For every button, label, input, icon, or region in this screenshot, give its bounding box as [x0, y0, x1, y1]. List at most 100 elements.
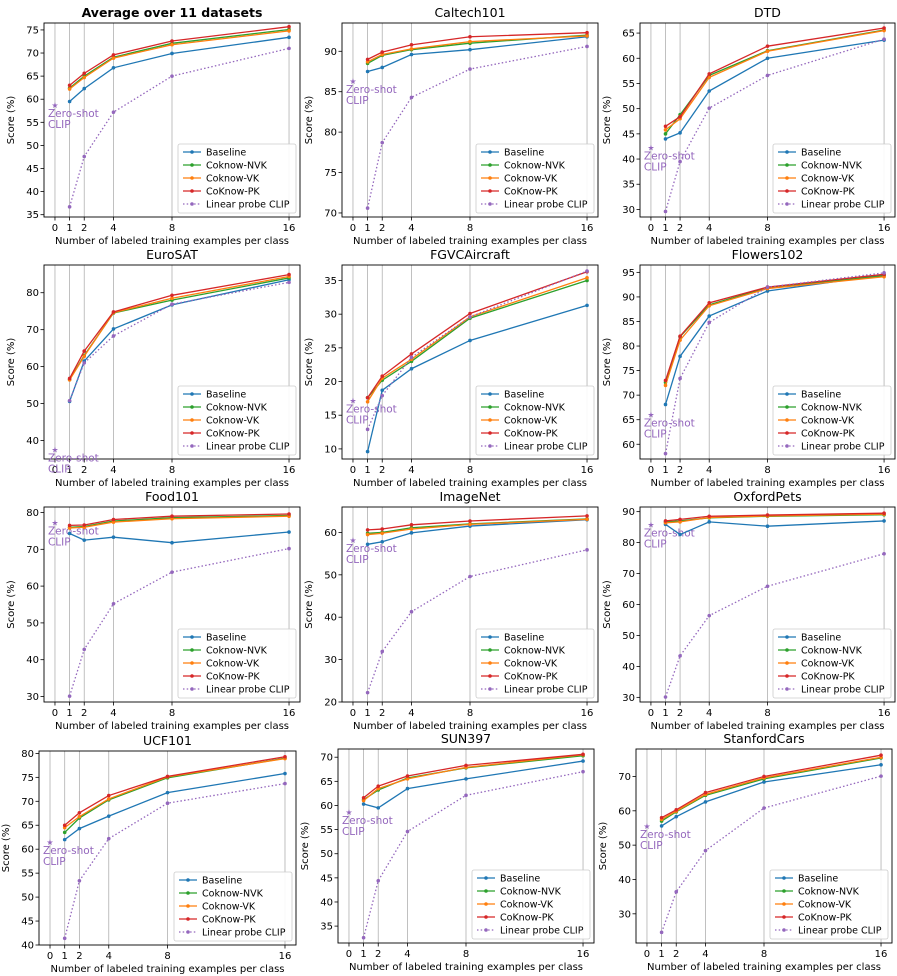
legend-marker — [488, 444, 492, 448]
data-point-baseline — [283, 771, 287, 776]
legend-marker — [190, 189, 194, 193]
zero-shot-label-line1: Zero-shot — [346, 84, 397, 96]
legend: Baseline Coknow-NVK Coknow-VK CoKnow-PK Line… — [475, 385, 595, 456]
legend-entry: Coknow-NVK — [206, 403, 268, 414]
legend-marker — [190, 431, 194, 435]
data-point-coknow-vk — [365, 532, 370, 537]
series-line-baseline — [69, 36, 290, 103]
legend-entry: Coknow-NVK — [801, 403, 863, 414]
y-tick-label: 60 — [26, 582, 39, 593]
x-tick-label: 8 — [169, 223, 175, 234]
y-axis-label: Score (%) — [598, 822, 609, 871]
legend-marker — [190, 163, 194, 167]
y-tick-label: 80 — [324, 128, 337, 139]
subplot-caltech101: Caltech101 70 75 80 85 90 0 1 2 4 8 16 Number of lab… — [304, 5, 599, 247]
data-point-baseline — [707, 520, 712, 524]
series-line-coknow-nvk — [661, 757, 882, 822]
zero-shot-label-line2: CLIP — [48, 463, 71, 475]
data-point-coknow-pk — [585, 514, 589, 518]
data-point-baseline — [464, 777, 468, 781]
data-point-coknow-vk — [82, 354, 87, 359]
data-point-coknow-vk — [380, 531, 385, 536]
data-point-baseline — [106, 814, 111, 818]
y-tick-label: 40 — [324, 613, 337, 624]
subplot-food101: Food101 30 40 50 60 70 80 0 1 2 4 8 16 Number of labe… — [6, 489, 301, 732]
zero-shot-marker: ★ — [647, 410, 654, 419]
data-point-coknow-pk — [287, 24, 291, 29]
legend-marker — [785, 176, 789, 180]
x-tick-label: 2 — [673, 949, 679, 960]
data-point-coknow-vk — [111, 56, 116, 60]
data-point-coknow-pk — [581, 752, 585, 757]
zero-shot-marker: ★ — [51, 101, 58, 110]
legend-box — [475, 385, 595, 456]
legend-marker — [484, 902, 488, 906]
data-point-linear-probe-clip — [765, 285, 770, 289]
data-point-baseline — [663, 402, 668, 407]
y-tick-label: 30 — [26, 692, 39, 703]
data-point-coknow-vk — [361, 798, 366, 803]
y-tick-label: 90 — [622, 292, 635, 303]
zero-shot-label: Zero-shot CLIP — [48, 452, 99, 475]
data-point-baseline — [376, 806, 381, 810]
data-point-coknow-pk — [703, 790, 708, 795]
legend-marker — [782, 915, 786, 919]
x-tick-label: 8 — [164, 951, 170, 962]
legend-box — [471, 869, 591, 940]
legend-entry: Baseline — [798, 874, 838, 885]
y-axis-label: Score (%) — [602, 580, 613, 629]
x-tick-label: 4 — [706, 465, 712, 476]
y-tick-label: 30 — [622, 205, 635, 216]
y-tick-label: 70 — [324, 208, 337, 219]
data-point-baseline — [287, 530, 291, 534]
data-point-baseline — [170, 540, 174, 545]
subplot-imagenet: ImageNet 20 30 40 50 60 0 1 2 4 8 16 Number of label… — [304, 489, 599, 732]
zero-shot-label-line2: CLIP — [644, 161, 667, 173]
x-tick-label: 4 — [110, 708, 116, 719]
y-tick-label: 45 — [622, 129, 635, 140]
legend-marker — [190, 674, 194, 678]
data-point-linear-probe-clip — [678, 654, 682, 658]
subplot-ucf101: UCF101 40 45 50 55 60 65 70 75 80 0 1 2 4 8 16 Number of… — [1, 733, 297, 975]
legend-entry: Linear probe CLIP — [504, 442, 588, 453]
zero-shot-label-line2: CLIP — [346, 95, 369, 107]
data-point-coknow-vk — [405, 777, 410, 781]
zero-shot-marker: ★ — [643, 822, 650, 831]
data-point-coknow-vk — [678, 520, 682, 524]
data-point-linear-probe-clip — [380, 393, 385, 398]
legend-box — [173, 871, 293, 942]
data-point-linear-probe-clip — [707, 613, 712, 618]
data-point-coknow-pk — [409, 43, 414, 47]
x-tick-label: 1 — [658, 949, 664, 960]
y-tick-label: 50 — [21, 893, 34, 904]
y-tick-label: 60 — [26, 362, 39, 373]
legend-entry: Linear probe CLIP — [798, 926, 882, 937]
data-point-coknow-vk — [77, 814, 82, 819]
data-point-linear-probe-clip — [165, 801, 170, 806]
series-line-coknow-pk — [69, 26, 290, 86]
legend-entry: Baseline — [504, 633, 544, 644]
y-tick-label: 80 — [21, 749, 34, 760]
x-tick-label: 8 — [764, 708, 770, 719]
data-point-baseline — [111, 327, 116, 331]
y-tick-label: 70 — [622, 569, 635, 580]
y-tick-label: 65 — [320, 777, 333, 788]
subplot-dtd: DTD 30 35 40 45 50 55 60 65 0 1 2 4 8 16 Number of labe… — [602, 5, 896, 247]
legend-entry: Linear probe CLIP — [206, 442, 290, 453]
data-point-coknow-pk — [111, 517, 116, 522]
data-point-linear-probe-clip — [882, 37, 886, 41]
legend-marker — [785, 687, 789, 691]
data-point-linear-probe-clip — [765, 73, 770, 78]
legend-marker — [186, 891, 190, 895]
legend-marker — [488, 202, 492, 206]
data-point-coknow-vk — [67, 87, 72, 91]
data-point-baseline — [762, 780, 766, 784]
data-point-linear-probe-clip — [674, 890, 679, 894]
data-point-coknow-pk — [287, 512, 291, 516]
zero-shot-marker: ★ — [647, 143, 654, 152]
y-tick-label: 35 — [26, 210, 39, 221]
data-point-baseline — [82, 86, 87, 91]
legend-marker — [484, 889, 488, 893]
x-tick-label: 4 — [404, 949, 410, 960]
data-point-linear-probe-clip — [703, 848, 708, 853]
